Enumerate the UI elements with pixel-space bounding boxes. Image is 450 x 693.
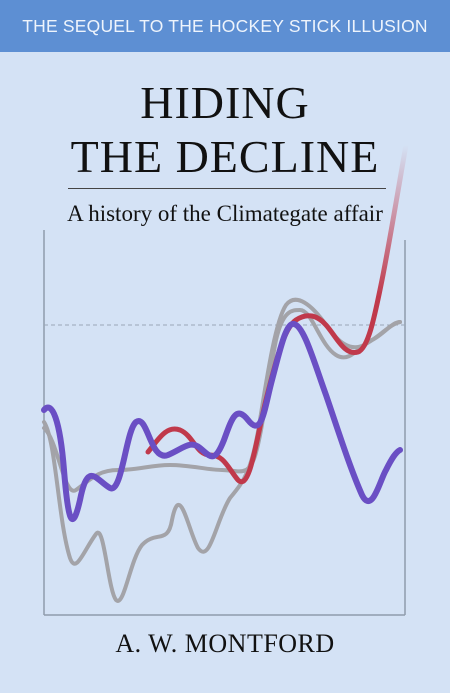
series-banner-text: THE SEQUEL TO THE HOCKEY STICK ILLUSION: [22, 15, 428, 36]
author-name: A. W. MONTFORD: [115, 629, 335, 658]
purple-curve: [41, 321, 403, 523]
title-divider: [68, 188, 386, 189]
title-line-2: THE DECLINE: [70, 131, 380, 182]
red-curve: [145, 142, 409, 485]
series-banner: THE SEQUEL TO THE HOCKEY STICK ILLUSION: [0, 0, 450, 52]
subtitle: A history of the Climategate affair: [67, 201, 383, 226]
title-line-1: HIDING: [140, 77, 310, 128]
grey-curve-lower: [42, 297, 402, 603]
